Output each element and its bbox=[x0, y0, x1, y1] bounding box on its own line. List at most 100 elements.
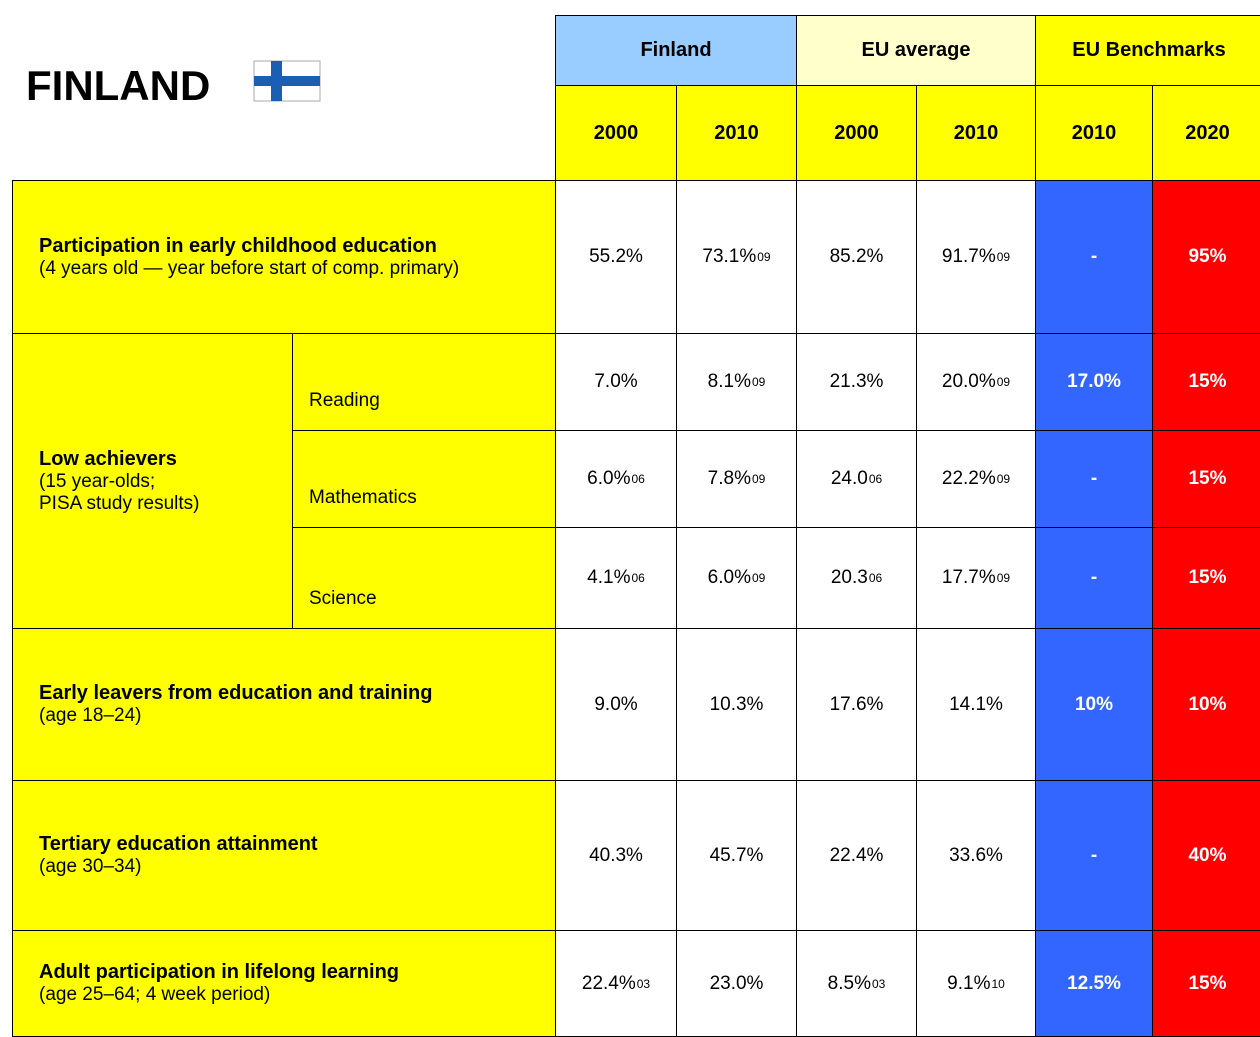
footnote: 06 bbox=[868, 472, 883, 486]
data-cell: - bbox=[1035, 527, 1153, 629]
value: 6.0% bbox=[587, 468, 631, 489]
data-cell: 17.7% 09 bbox=[916, 527, 1036, 629]
value: - bbox=[1090, 246, 1098, 267]
year-header: 2010 bbox=[676, 85, 797, 181]
footnote: 09 bbox=[757, 250, 771, 264]
year-header: 2000 bbox=[796, 85, 917, 181]
footnote: 06 bbox=[868, 571, 883, 585]
data-cell: 24.0 06 bbox=[796, 430, 917, 528]
value: 15% bbox=[1188, 371, 1227, 392]
data-cell: 8.1% 09 bbox=[676, 333, 797, 431]
value: 45.7% bbox=[709, 844, 764, 866]
data-cell: 40.3% bbox=[555, 780, 677, 931]
data-cell: 33.6% bbox=[916, 780, 1036, 931]
value: 55.2% bbox=[589, 246, 643, 267]
row-label-cell: Tertiary education attainment (age 30–34) bbox=[12, 780, 556, 931]
value: 17.0% bbox=[1067, 371, 1121, 392]
subrow-label: Science bbox=[309, 588, 377, 609]
footnote: 09 bbox=[751, 375, 766, 389]
subrow-label: Mathematics bbox=[309, 487, 417, 508]
row-label-cell: Early leavers from education and trainin… bbox=[12, 628, 556, 781]
data-cell: 91.7% 09 bbox=[916, 180, 1036, 334]
value: 22.2% bbox=[941, 468, 996, 489]
flag bbox=[253, 60, 321, 102]
footnote: 09 bbox=[751, 571, 766, 585]
data-cell: 55.2% bbox=[555, 180, 677, 334]
subrow-label: Reading bbox=[309, 390, 380, 411]
value: 21.3% bbox=[829, 371, 884, 392]
row-label-cell: Adult participation in lifelong learning… bbox=[12, 930, 556, 1037]
value: 8.1% bbox=[707, 371, 751, 392]
data-cell: 10% bbox=[1152, 628, 1260, 781]
footnote: 09 bbox=[996, 472, 1011, 486]
data-cell: 22.4% bbox=[796, 780, 917, 931]
value: 17.6% bbox=[829, 693, 884, 715]
footnote: 09 bbox=[751, 472, 766, 486]
value: 15% bbox=[1188, 468, 1227, 489]
year-header: 2010 bbox=[1035, 85, 1153, 181]
footnote: 09 bbox=[996, 250, 1011, 264]
value: 91.7% bbox=[941, 246, 996, 267]
footnote: 09 bbox=[996, 375, 1011, 389]
group-header: Finland bbox=[555, 15, 797, 86]
data-cell: 40% bbox=[1152, 780, 1260, 931]
value: - bbox=[1090, 844, 1098, 866]
subrow-label-cell: Mathematics bbox=[292, 430, 556, 528]
row-sublabel: (15 year-olds; bbox=[39, 470, 156, 492]
group-label: EU average bbox=[861, 39, 971, 61]
data-cell: 20.0% 09 bbox=[916, 333, 1036, 431]
value: 6.0% bbox=[707, 567, 751, 588]
data-cell: 95% bbox=[1152, 180, 1260, 334]
value: 12.5% bbox=[1067, 972, 1121, 994]
value: 9.1% bbox=[947, 972, 991, 994]
value: - bbox=[1090, 468, 1098, 489]
row-sublabel: (4 years old — year before start of comp… bbox=[39, 257, 460, 279]
row-label: Adult participation in lifelong learning bbox=[39, 961, 399, 983]
title: FINLAND bbox=[26, 62, 211, 109]
row-sublabel: PISA study results) bbox=[39, 492, 200, 514]
value: 40.3% bbox=[589, 844, 643, 866]
data-cell: 7.8% 09 bbox=[676, 430, 797, 528]
value: 8.5% bbox=[827, 972, 871, 994]
value: 7.8% bbox=[707, 468, 751, 489]
data-cell: 20.3 06 bbox=[796, 527, 917, 629]
data-cell: 12.5% bbox=[1035, 930, 1153, 1037]
group-label: EU Benchmarks bbox=[1072, 39, 1226, 61]
year-label: 2010 bbox=[1071, 121, 1117, 144]
data-cell: 4.1% 06 bbox=[555, 527, 677, 629]
row-label-cell: Participation in early childhood educati… bbox=[12, 180, 556, 334]
value: - bbox=[1090, 567, 1098, 588]
data-cell: 17.0% bbox=[1035, 333, 1153, 431]
data-cell: 9.1% 10 bbox=[916, 930, 1036, 1037]
data-cell: 6.0% 06 bbox=[555, 430, 677, 528]
data-cell: 6.0% 09 bbox=[676, 527, 797, 629]
footnote: 03 bbox=[871, 976, 886, 991]
data-cell: 15% bbox=[1152, 527, 1260, 629]
group-header: EU average bbox=[796, 15, 1036, 86]
data-cell: 73.1% 09 bbox=[676, 180, 797, 334]
year-header: 2000 bbox=[555, 85, 677, 181]
year-label: 2000 bbox=[834, 121, 879, 144]
value: 10.3% bbox=[709, 693, 764, 715]
year-header: 2020 bbox=[1152, 85, 1260, 181]
data-cell: 15% bbox=[1152, 333, 1260, 431]
value: 14.1% bbox=[949, 693, 1003, 715]
subrow-label-cell: Science bbox=[292, 527, 556, 629]
data-cell: 85.2% bbox=[796, 180, 917, 334]
data-cell: 7.0% bbox=[555, 333, 677, 431]
value: 15% bbox=[1188, 567, 1227, 588]
year-label: 2010 bbox=[714, 121, 759, 144]
data-cell: 45.7% bbox=[676, 780, 797, 931]
value: 40% bbox=[1188, 844, 1227, 866]
value: 10% bbox=[1074, 693, 1114, 715]
row-label: Tertiary education attainment bbox=[39, 833, 318, 855]
data-cell: 15% bbox=[1152, 430, 1260, 528]
data-cell: 8.5% 03 bbox=[796, 930, 917, 1037]
year-label: 2020 bbox=[1185, 121, 1230, 144]
group-label: Finland bbox=[640, 39, 712, 61]
footnote: 10 bbox=[991, 976, 1005, 991]
group-header: EU Benchmarks bbox=[1035, 15, 1260, 86]
footnote: 03 bbox=[636, 976, 651, 991]
value: 9.0% bbox=[594, 693, 638, 715]
value: 22.4% bbox=[829, 844, 884, 866]
